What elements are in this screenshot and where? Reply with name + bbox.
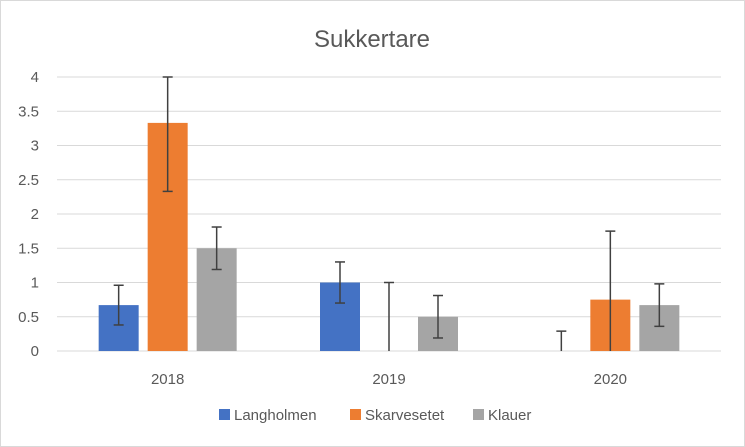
legend-swatch: [350, 409, 361, 420]
error-bar-klauer-2019: [433, 294, 443, 339]
error-bar-klauer-2018: [211, 226, 222, 271]
error-bar-skarvesetet-2018: [162, 76, 173, 193]
legend-label: Skarvesetet: [365, 407, 445, 424]
legend-item-skarvesetet: Skarvesetet: [350, 407, 445, 424]
x-tick-label: 2018: [151, 371, 184, 388]
legend-swatch: [473, 409, 484, 420]
chart-title: Sukkertare: [314, 26, 430, 53]
y-tick-label: 2: [31, 206, 39, 223]
x-tick-label: 2020: [594, 371, 627, 388]
y-tick-label: 3: [31, 138, 39, 155]
y-tick-label: 3.5: [18, 103, 39, 120]
error-bar-langholmen-2020: [556, 330, 567, 351]
legend-item-klauer: Klauer: [473, 407, 531, 424]
error-bar-langholmen-2018: [113, 284, 124, 326]
error-bar-skarvesetet-2020: [605, 230, 616, 351]
legend-label: Langholmen: [234, 407, 317, 424]
legend-swatch: [219, 409, 230, 420]
x-tick-label: 2019: [372, 371, 405, 388]
error-bar-skarvesetet-2019: [384, 281, 394, 351]
y-tick-label: 2.5: [18, 172, 39, 189]
y-tick-label: 0.5: [18, 309, 39, 326]
y-axis-ticks: 0 0.5 1 1.5 2 2.5 3 3.5 4: [18, 69, 39, 360]
y-tick-label: 1.5: [18, 240, 39, 257]
legend-label: Klauer: [488, 407, 531, 424]
error-bar-klauer-2020: [654, 283, 665, 328]
y-tick-label: 0: [31, 343, 39, 360]
error-bar-langholmen-2019: [335, 261, 345, 304]
legend: Langholmen Skarvesetet Klauer: [219, 407, 531, 424]
legend-item-langholmen: Langholmen: [219, 407, 317, 424]
y-tick-label: 1: [31, 275, 39, 292]
x-axis-ticks: 2018 2019 2020: [151, 371, 627, 388]
error-bars: [113, 76, 665, 351]
y-tick-label: 4: [31, 69, 39, 86]
